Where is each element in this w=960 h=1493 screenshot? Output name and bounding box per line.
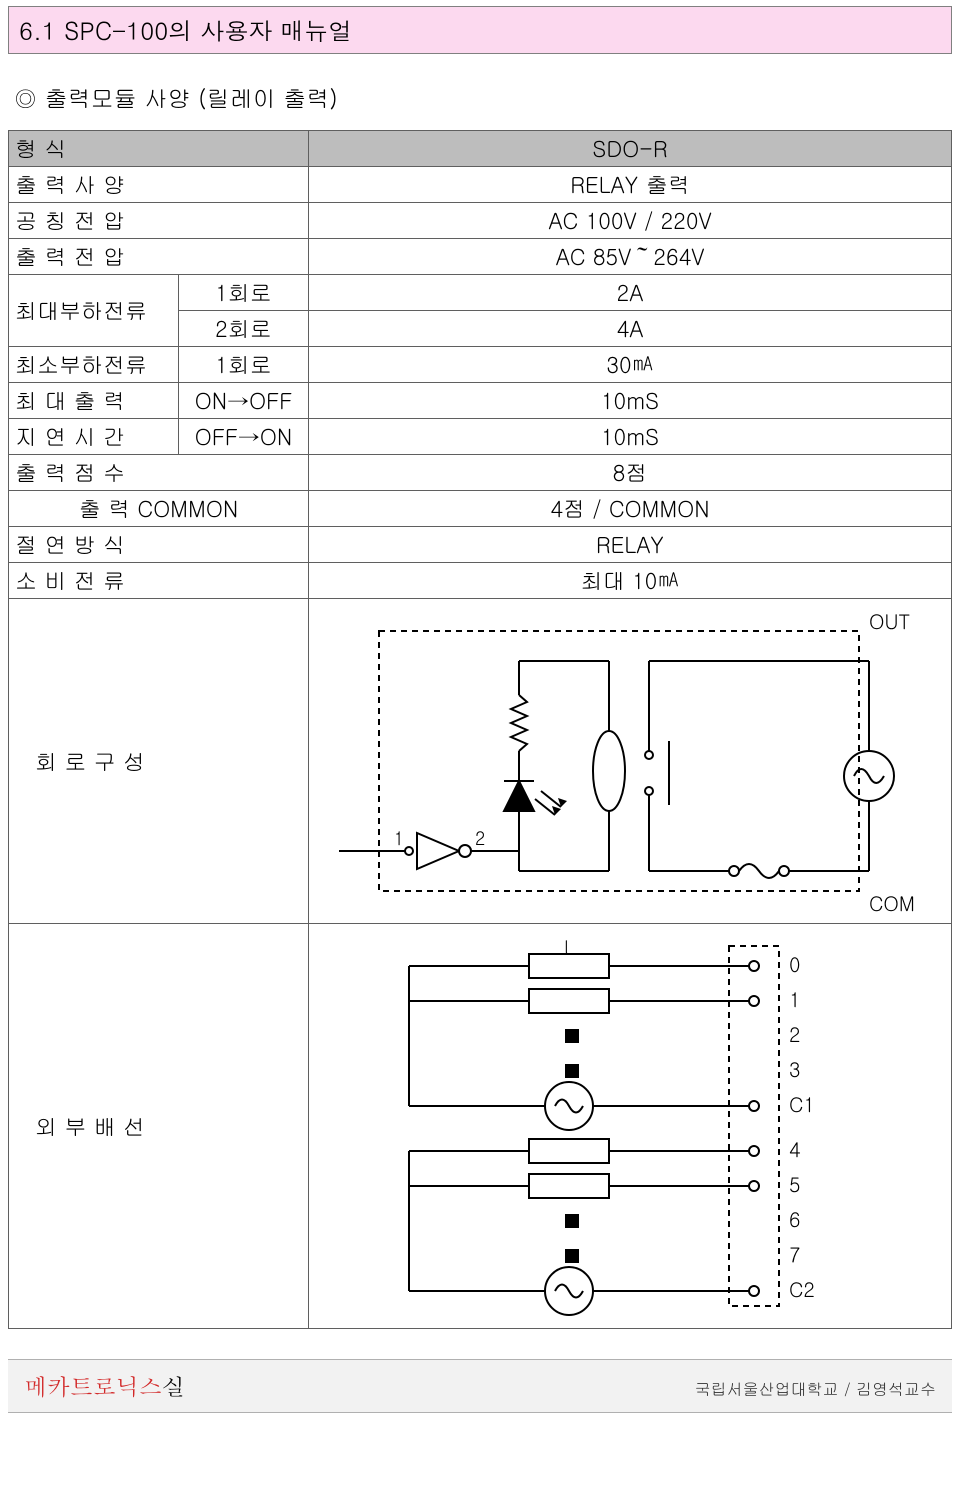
footer: 메카트로닉스실 국립서울산업대학교 / 김영석교수: [8, 1359, 952, 1413]
row-sublabel: 1회로: [179, 347, 309, 383]
row-label: 공 칭 전 압: [15, 205, 302, 236]
svg-text:1: 1: [394, 826, 404, 851]
svg-text:C1: C1: [789, 1089, 815, 1118]
row-label: 최대부하전류: [9, 275, 179, 347]
table-row: 최대부하전류 1회로 2A: [9, 275, 952, 311]
table-row: 출 력 COMMON 4점 / COMMON: [9, 491, 952, 527]
table-row: 소 비 전 류 최대 10㎃: [9, 563, 952, 599]
row-value: RELAY: [309, 527, 952, 563]
row-value: 2A: [309, 275, 952, 311]
wiring-row: 외 부 배 선 L0123C14567C2: [9, 924, 952, 1329]
row-sublabel: 2회로: [179, 311, 309, 347]
row-value: AC 100V / 220V: [309, 203, 952, 239]
wiring-diagram: L0123C14567C2: [309, 926, 949, 1326]
row-value: AC 85V～264V: [309, 239, 952, 275]
circuit-label: 회 로 구 성: [15, 601, 302, 921]
svg-text:2: 2: [475, 826, 485, 851]
svg-text:OUT: OUT: [869, 606, 910, 635]
row-value: 8점: [309, 455, 952, 491]
row-label: 출 력 전 압: [15, 241, 302, 272]
row-value: 30㎃: [309, 347, 952, 383]
header-right: SDO-R: [309, 131, 952, 167]
svg-text:7: 7: [789, 1239, 800, 1268]
svg-text:0: 0: [789, 949, 800, 978]
row-label: 소 비 전 류: [15, 565, 302, 596]
wiring-label: 외 부 배 선: [15, 926, 302, 1326]
table-row: 최소부하전류 1회로 30㎃: [9, 347, 952, 383]
svg-text:4: 4: [789, 1134, 801, 1163]
table-row: 절 연 방 식 RELAY: [9, 527, 952, 563]
section-subtitle: ◎ 출력모듈 사양 (릴레이 출력): [14, 82, 952, 114]
row-sublabel: 1회로: [179, 275, 309, 311]
page: 6.1 SPC-100의 사용자 매뉴얼 ◎ 출력모듈 사양 (릴레이 출력) …: [0, 0, 960, 1421]
svg-text:6: 6: [789, 1204, 800, 1233]
row-value: 10mS: [309, 383, 952, 419]
table-row: 최 대 출 력 ON→OFF 10mS: [9, 383, 952, 419]
svg-text:1: 1: [789, 984, 800, 1013]
svg-text:5: 5: [789, 1169, 800, 1198]
footer-left-red: 메카트로닉스: [24, 1370, 162, 1402]
row-label: 최소부하전류: [9, 347, 179, 383]
table-header-row: 형 식 SDO-R: [9, 131, 952, 167]
row-value: 4A: [309, 311, 952, 347]
row-value: 10mS: [309, 419, 952, 455]
row-sublabel: OFF→ON: [179, 419, 309, 455]
table-row: 공 칭 전 압 AC 100V / 220V: [9, 203, 952, 239]
row-label: 지 연 시 간: [9, 419, 179, 455]
row-label: 출 력 점 수: [15, 457, 302, 488]
footer-left: 메카트로닉스실: [24, 1370, 185, 1402]
page-title: 6.1 SPC-100의 사용자 매뉴얼: [8, 6, 952, 54]
row-label: 출 력 COMMON: [9, 491, 309, 527]
svg-text:3: 3: [789, 1054, 800, 1083]
row-label: 최 대 출 력: [9, 383, 179, 419]
svg-text:2: 2: [789, 1019, 800, 1048]
svg-text:C2: C2: [789, 1274, 815, 1303]
row-value: RELAY 출력: [309, 167, 952, 203]
footer-left-black: 실: [162, 1370, 185, 1402]
svg-text:COM: COM: [869, 888, 915, 917]
row-label: 절 연 방 식: [15, 529, 302, 560]
row-label: 출 력 사 양: [15, 169, 302, 200]
footer-right: 국립서울산업대학교 / 김영석교수: [695, 1377, 936, 1400]
table-row: 지 연 시 간 OFF→ON 10mS: [9, 419, 952, 455]
row-value: 4점 / COMMON: [309, 491, 952, 527]
table-row: 출 력 전 압 AC 85V～264V: [9, 239, 952, 275]
circuit-diagram: OUT COM 1 2: [309, 601, 949, 921]
table-row: 출 력 점 수 8점: [9, 455, 952, 491]
row-sublabel: ON→OFF: [179, 383, 309, 419]
circuit-row: 회 로 구 성 OUT COM 1 2: [9, 599, 952, 924]
header-left: 형 식: [9, 131, 309, 167]
spec-table: 형 식 SDO-R 출 력 사 양 RELAY 출력 공 칭 전 압 AC 10…: [8, 130, 952, 1329]
table-row: 출 력 사 양 RELAY 출력: [9, 167, 952, 203]
header-left-text: 형 식: [15, 133, 66, 164]
row-value: 최대 10㎃: [309, 563, 952, 599]
